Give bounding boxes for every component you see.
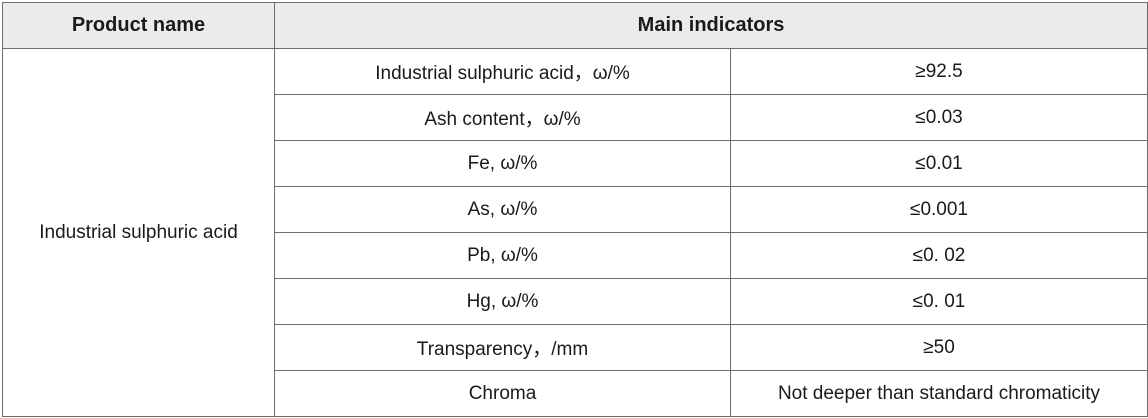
value-cell: Not deeper than standard chromaticity <box>729 370 1148 417</box>
indicator-cell: As, ω/% <box>274 186 731 233</box>
indicator-cell: Fe, ω/% <box>274 140 731 187</box>
value-cell: ≤0.001 <box>729 186 1148 233</box>
value-cell: ≥92.5 <box>729 48 1148 95</box>
header-product-name: Product name <box>2 2 275 49</box>
table-row: Ash content，ω/% ≤0.03 <box>3 94 1148 141</box>
value-cell: ≤0. 02 <box>729 232 1148 279</box>
table-row: Fe, ω/% ≤0.01 <box>3 140 1148 187</box>
indicator-cell: Industrial sulphuric acid，ω/% <box>274 48 731 95</box>
table-row: Industrial sulphuric acid Industrial sul… <box>2 48 1148 417</box>
table-row: Chroma Not deeper than standard chromati… <box>3 370 1148 417</box>
value-cell: ≤0. 01 <box>729 278 1148 325</box>
table-row: As, ω/% ≤0.001 <box>3 186 1148 233</box>
table-row: Transparency，/mm ≥50 <box>3 324 1148 371</box>
indicator-cell: Hg, ω/% <box>274 278 731 325</box>
table-header-row: Product name Main indicators <box>2 2 1148 49</box>
table-row: Hg, ω/% ≤0. 01 <box>3 278 1148 325</box>
value-cell: ≤0.01 <box>729 140 1148 187</box>
indicator-cell: Chroma <box>274 370 731 417</box>
value-cell: ≥50 <box>729 324 1148 371</box>
indicator-cell: Transparency，/mm <box>274 324 731 371</box>
table-row: Pb, ω/% ≤0. 02 <box>3 232 1148 279</box>
value-cell: ≤0.03 <box>729 94 1148 141</box>
header-main-indicators: Main indicators <box>273 2 1148 49</box>
indicator-cell: Ash content，ω/% <box>274 94 731 141</box>
indicator-cell: Pb, ω/% <box>274 232 731 279</box>
product-name-cell: Industrial sulphuric acid <box>2 48 275 417</box>
